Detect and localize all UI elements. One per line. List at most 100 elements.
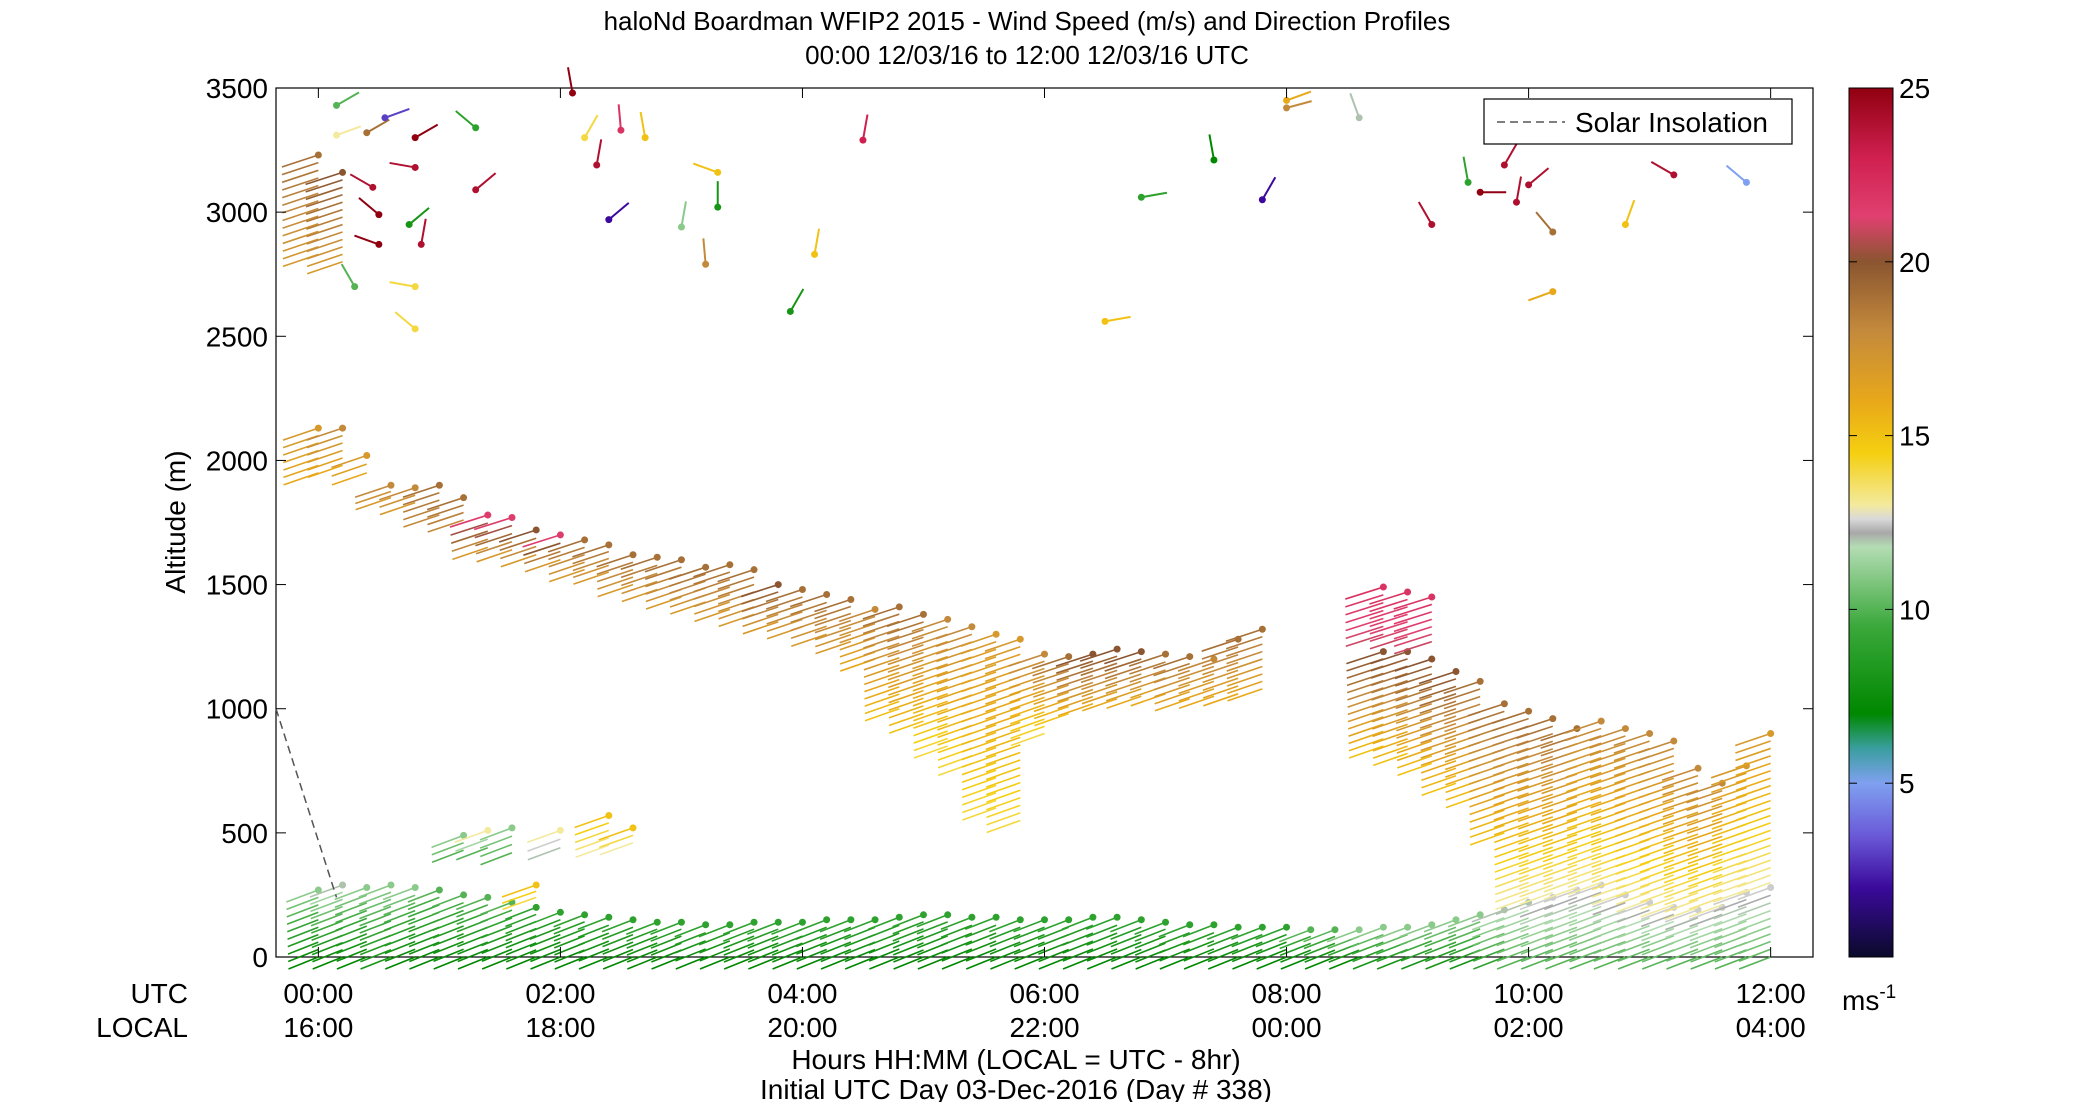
- wind-barb: [863, 627, 900, 642]
- wind-barb: [961, 754, 997, 768]
- wind-barb: [1567, 859, 1602, 874]
- wind-barb: [1641, 927, 1675, 942]
- wind-barb: [1710, 772, 1747, 786]
- wind-barb: [747, 921, 779, 935]
- wind-profile-column: [1104, 648, 1145, 710]
- x-axis-label: Hours HH:MM (LOCAL = UTC - 8hr): [791, 1044, 1240, 1075]
- wind-barb: [1738, 956, 1771, 970]
- wind-barb: [892, 928, 924, 942]
- scatter-barb: [567, 67, 574, 94]
- wind-barb-head: [484, 511, 492, 519]
- wind-barb: [1104, 665, 1142, 680]
- wind-barb: [1589, 727, 1626, 742]
- wind-barb: [1421, 774, 1457, 789]
- scatter-barb-head: [411, 163, 419, 171]
- wind-barb: [961, 761, 997, 776]
- wind-barb: [941, 932, 973, 946]
- wind-barb: [1493, 822, 1529, 836]
- wind-barb: [1010, 725, 1045, 740]
- wind-barb: [574, 814, 610, 829]
- wind-barb: [527, 847, 561, 861]
- wind-profile-column: [819, 916, 855, 970]
- colorbar-tick-label: 10: [1899, 594, 1930, 625]
- wind-barb: [359, 920, 392, 934]
- wind-barb: [839, 637, 876, 651]
- wind-barb: [791, 633, 827, 647]
- wind-barb: [1448, 921, 1481, 935]
- wind-barb: [358, 891, 392, 905]
- wind-barb: [433, 956, 464, 970]
- wind-profile-column: [1616, 898, 1654, 970]
- wind-barb: [1542, 826, 1578, 840]
- wind-barb: [1372, 730, 1408, 745]
- x-tick-label-local: 20:00: [767, 1012, 837, 1043]
- wind-barb: [862, 613, 900, 627]
- wind-barb: [1686, 812, 1723, 827]
- wind-barb: [620, 564, 658, 579]
- wind-barb-head: [871, 605, 879, 613]
- wind-barb: [1735, 732, 1771, 747]
- wind-barb-head: [1065, 653, 1073, 661]
- wind-barb: [1663, 869, 1699, 884]
- wind-barb: [989, 941, 1021, 955]
- wind-barb: [334, 902, 368, 916]
- wind-barb: [989, 933, 1021, 948]
- wind-profile-column: [1399, 921, 1436, 970]
- wind-barb: [1663, 855, 1699, 869]
- wind-barb: [820, 956, 852, 970]
- wind-barb: [306, 261, 343, 275]
- wind-barb: [553, 921, 585, 935]
- wind-barb: [1567, 867, 1602, 881]
- wind-barb: [1592, 901, 1626, 916]
- wind-barb: [912, 670, 948, 685]
- wind-barb: [911, 618, 948, 633]
- wind-barb: [1520, 933, 1554, 948]
- wind-barb: [626, 949, 658, 963]
- wind-profile-column: [1393, 593, 1436, 655]
- wind-barb: [985, 736, 1021, 751]
- wind-barb-head: [1355, 926, 1363, 934]
- wind-barb-head: [532, 881, 540, 889]
- x-tick-label-utc: 12:00: [1736, 978, 1806, 1009]
- wind-barb: [355, 496, 392, 511]
- wind-barb: [306, 246, 343, 260]
- wind-barb: [989, 926, 1021, 940]
- wind-barb: [450, 530, 489, 544]
- wind-barb: [1735, 770, 1771, 784]
- scatter-barb-head: [677, 223, 685, 231]
- wind-barb-head: [339, 168, 347, 176]
- wind-barb: [1518, 838, 1554, 853]
- scatter-barb-head: [1101, 317, 1109, 325]
- wind-barb: [306, 427, 343, 441]
- wind-barb: [457, 948, 489, 963]
- wind-barb-head: [1016, 916, 1024, 924]
- wind-profile-column: [989, 916, 1024, 970]
- wind-barb: [1617, 925, 1650, 939]
- wind-barb: [965, 948, 997, 962]
- wind-barb: [864, 700, 900, 715]
- wind-barb: [796, 956, 827, 970]
- wind-profile-column: [862, 603, 903, 722]
- wind-profile-column: [789, 591, 831, 647]
- wind-barb: [693, 571, 731, 585]
- wind-barb: [1664, 899, 1699, 913]
- wind-profile-column: [309, 881, 347, 970]
- wind-barb: [548, 554, 585, 568]
- scatter-barb-head: [411, 325, 419, 333]
- wind-barb: [1056, 674, 1094, 689]
- wind-profile-column: [1540, 725, 1581, 901]
- wind-barb-head: [847, 916, 855, 924]
- wind-barb: [334, 894, 368, 908]
- wind-barb: [282, 230, 319, 245]
- wind-barb: [742, 621, 779, 635]
- wind-barb-head: [629, 916, 637, 924]
- wind-barb-head: [1379, 923, 1387, 931]
- wind-barb: [1737, 874, 1771, 888]
- colorbar-tick-label: 15: [1899, 421, 1930, 452]
- wind-barb: [1711, 794, 1747, 808]
- wind-barb-head: [992, 913, 1000, 921]
- wind-barb: [578, 956, 610, 970]
- plot-frame: [275, 87, 1814, 958]
- wind-barb: [1516, 763, 1554, 777]
- wind-barb-head: [750, 918, 758, 926]
